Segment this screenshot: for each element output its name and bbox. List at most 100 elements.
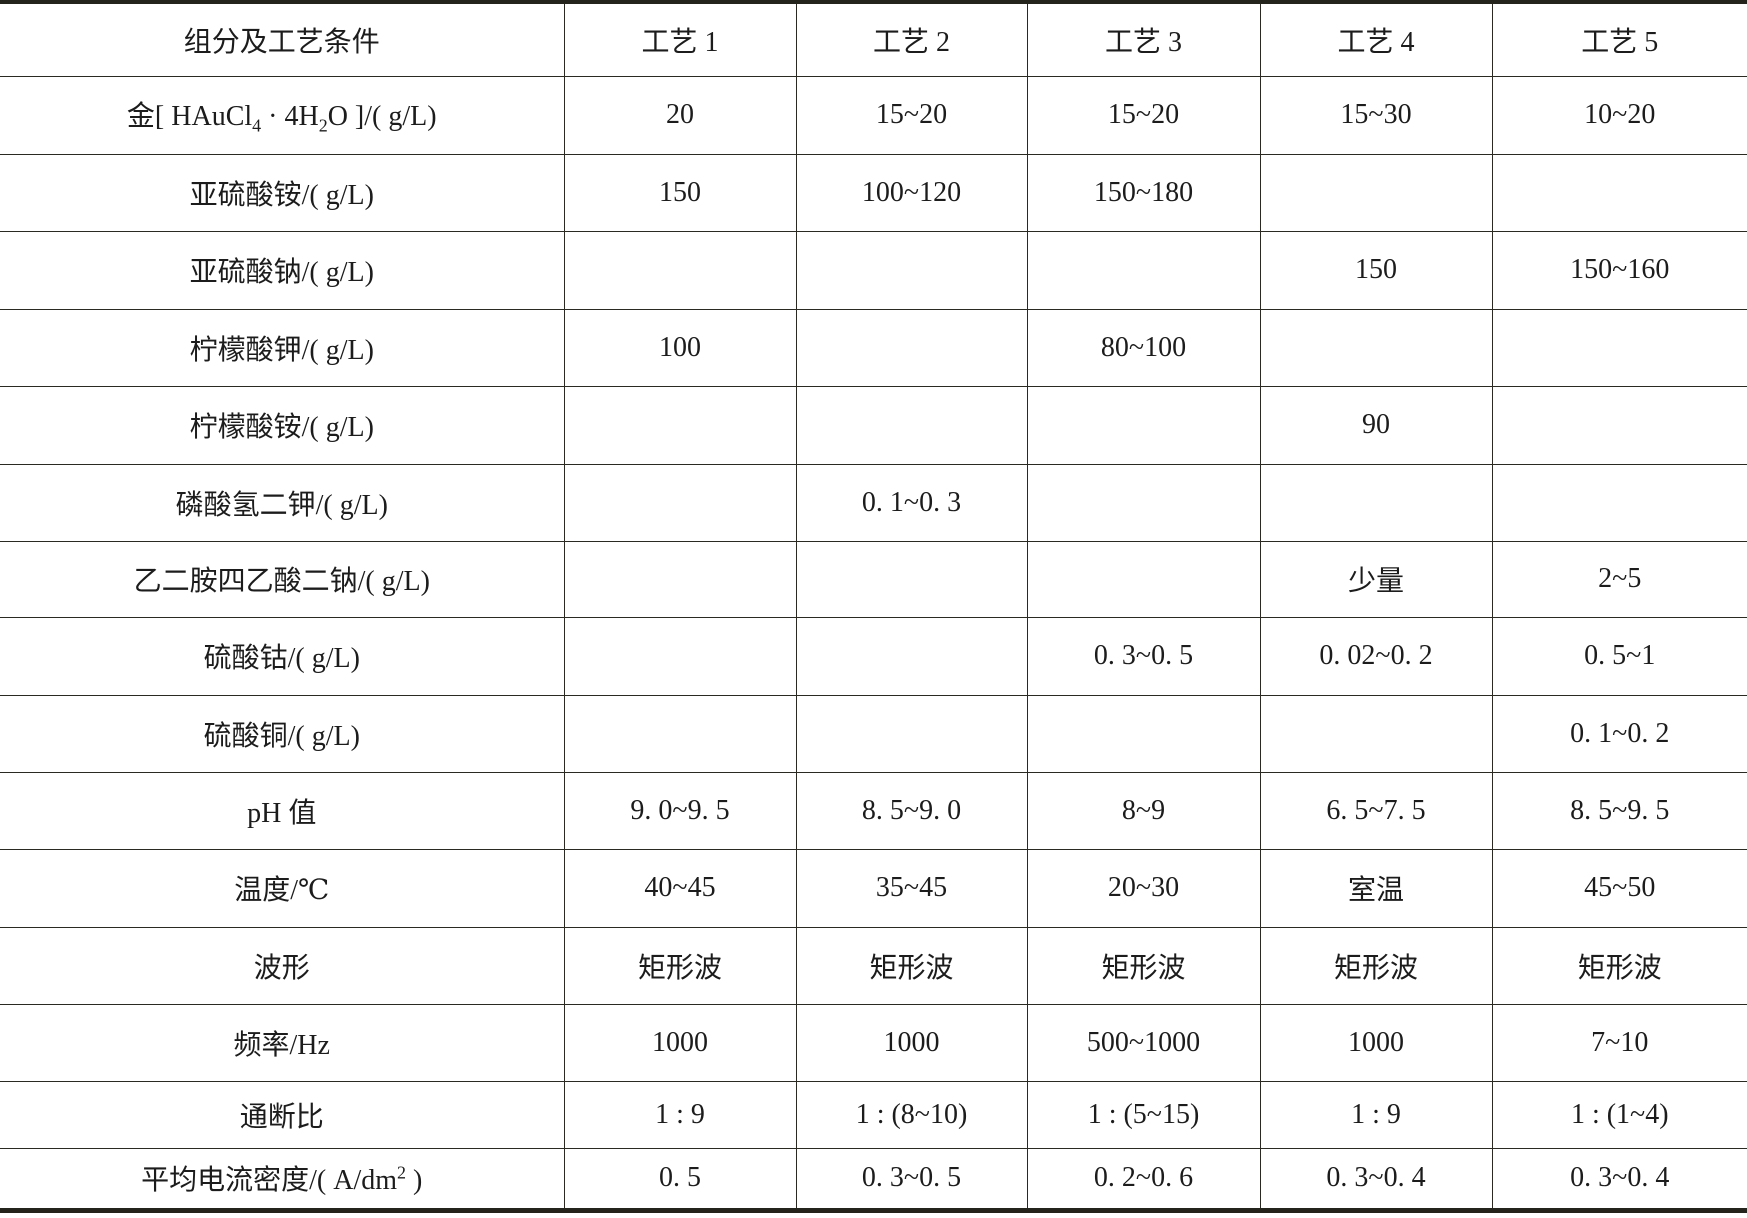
label-text: 柠檬酸钾/( g/L) xyxy=(189,334,374,366)
table-row: 温度/℃ 40~45 35~45 20~30 室温 45~50 xyxy=(0,849,1747,928)
value-cell xyxy=(1259,695,1492,773)
header-cell: 组分及工艺条件 xyxy=(0,2,564,77)
table-row: 柠檬酸钾/( g/L) 100 80~100 xyxy=(0,309,1747,387)
value-cell: 40~45 xyxy=(563,849,796,928)
value-cell: 0. 3~0. 4 xyxy=(1491,1148,1747,1210)
value-cell: 0. 3~0. 5 xyxy=(1026,617,1260,696)
value-cell: 1 : 9 xyxy=(1259,1081,1492,1149)
value-cell: 150 xyxy=(1259,231,1492,310)
value-cell: 15~20 xyxy=(1026,76,1260,155)
subscript: 4 xyxy=(252,115,262,136)
value-cell: 1000 xyxy=(795,1004,1027,1082)
label-text: 通断比 xyxy=(239,1101,324,1133)
row-label: 乙二胺四乙酸二钠/( g/L) xyxy=(0,541,564,618)
value-cell xyxy=(1491,154,1747,232)
table-row: 频率/Hz 1000 1000 500~1000 1000 7~10 xyxy=(0,1004,1747,1082)
label-text: 温度/℃ xyxy=(234,875,330,906)
value-cell: 矩形波 xyxy=(1491,927,1747,1005)
row-label: 磷酸氢二钾/( g/L) xyxy=(0,464,564,542)
superscript: 2 xyxy=(397,1162,407,1183)
value-cell: 10~20 xyxy=(1491,76,1747,155)
value-cell: 1 : 9 xyxy=(563,1081,796,1149)
value-cell: 8~9 xyxy=(1026,772,1260,850)
value-cell: 0. 1~0. 3 xyxy=(795,464,1027,542)
value-cell: 1000 xyxy=(563,1004,796,1082)
value-cell: 2~5 xyxy=(1491,541,1747,618)
row-label: 柠檬酸铵/( g/L) xyxy=(0,386,564,465)
row-label: 波形 xyxy=(0,927,564,1005)
table-row: 乙二胺四乙酸二钠/( g/L) 少量 2~5 xyxy=(0,541,1747,618)
label-text: 金[ HAuCl xyxy=(126,100,253,132)
row-label: 亚硫酸铵/( g/L) xyxy=(0,154,564,232)
value-cell: 35~45 xyxy=(795,849,1027,928)
row-label: 温度/℃ xyxy=(0,849,564,928)
value-cell xyxy=(795,309,1027,387)
label-text: O ]/( g/L) xyxy=(327,100,437,132)
label-text: 亚硫酸铵/( g/L) xyxy=(189,179,374,211)
value-cell: 1 : (5~15) xyxy=(1026,1081,1260,1149)
value-cell: 15~30 xyxy=(1259,76,1492,155)
table-row: 亚硫酸铵/( g/L) 150 100~120 150~180 xyxy=(0,154,1747,232)
value-cell xyxy=(1491,386,1747,465)
label-text: 柠檬酸铵/( g/L) xyxy=(189,412,374,443)
value-cell: 45~50 xyxy=(1491,849,1747,928)
label-text: pH 值 xyxy=(247,797,317,829)
label-text: 硫酸钴/( g/L) xyxy=(203,643,360,674)
table-row: 柠檬酸铵/( g/L) 90 xyxy=(0,386,1747,465)
value-cell: 9. 0~9. 5 xyxy=(563,772,796,850)
table-row: 硫酸钴/( g/L) 0. 3~0. 5 0. 02~0. 2 0. 5~1 xyxy=(0,617,1747,696)
value-cell: 0. 1~0. 2 xyxy=(1491,695,1747,773)
value-cell xyxy=(1026,541,1260,618)
value-cell xyxy=(563,695,796,773)
value-cell: 室温 xyxy=(1259,849,1492,928)
value-cell xyxy=(1026,695,1260,773)
value-cell: 20 xyxy=(563,76,796,155)
value-cell: 0. 3~0. 5 xyxy=(795,1148,1027,1210)
value-cell: 矩形波 xyxy=(1026,927,1260,1005)
row-label: 硫酸铜/( g/L) xyxy=(0,695,564,773)
value-cell xyxy=(1026,464,1260,542)
label-text: 乙二胺四乙酸二钠/( g/L) xyxy=(133,566,430,597)
value-cell xyxy=(1491,464,1747,542)
row-label: 通断比 xyxy=(0,1081,564,1149)
row-label: 金[ HAuCl4 · 4H2O ]/( g/L) xyxy=(0,76,564,155)
value-cell: 150~160 xyxy=(1491,231,1747,310)
label-text: 波形 xyxy=(253,952,310,984)
value-cell: 矩形波 xyxy=(1259,927,1492,1005)
table-row: 金[ HAuCl4 · 4H2O ]/( g/L) 20 15~20 15~20 15~… xyxy=(0,76,1747,155)
value-cell xyxy=(563,386,796,465)
value-cell xyxy=(1026,386,1260,465)
value-cell: 15~20 xyxy=(795,76,1027,155)
value-cell xyxy=(795,231,1027,310)
value-cell: 80~100 xyxy=(1026,309,1260,387)
value-cell xyxy=(795,695,1027,773)
value-cell: 少量 xyxy=(1259,541,1492,618)
table-row: 平均电流密度/( A/dm2 ) 0. 5 0. 3~0. 5 0. 2~0. 6 0.… xyxy=(0,1148,1747,1210)
value-cell xyxy=(563,541,796,618)
row-label: 亚硫酸钠/( g/L) xyxy=(0,231,564,310)
row-label: 柠檬酸钾/( g/L) xyxy=(0,309,564,387)
value-cell xyxy=(1259,309,1492,387)
value-cell: 150 xyxy=(563,154,796,232)
value-cell: 1 : (8~10) xyxy=(795,1081,1027,1149)
label-text: 平均电流密度/( A/dm xyxy=(141,1165,398,1196)
value-cell xyxy=(1259,464,1492,542)
value-cell: 0. 5~1 xyxy=(1491,617,1747,696)
header-cell: 工艺 2 xyxy=(795,2,1027,77)
label-text: · 4H xyxy=(261,100,319,132)
table-row: 亚硫酸钠/( g/L) 150 150~160 xyxy=(0,231,1747,310)
label-text: 亚硫酸钠/( g/L) xyxy=(189,257,374,288)
value-cell xyxy=(563,464,796,542)
value-cell: 8. 5~9. 5 xyxy=(1491,772,1747,850)
value-cell: 0. 02~0. 2 xyxy=(1259,617,1492,696)
value-cell: 1 : (1~4) xyxy=(1491,1081,1747,1149)
value-cell: 0. 3~0. 4 xyxy=(1259,1148,1492,1210)
value-cell: 90 xyxy=(1259,386,1492,465)
value-cell: 20~30 xyxy=(1026,849,1260,928)
value-cell xyxy=(1491,309,1747,387)
header-cell: 工艺 5 xyxy=(1491,2,1747,77)
label-text: ) xyxy=(406,1165,423,1196)
header-row: 组分及工艺条件 工艺 1 工艺 2 工艺 3 工艺 4 工艺 5 xyxy=(0,2,1747,77)
